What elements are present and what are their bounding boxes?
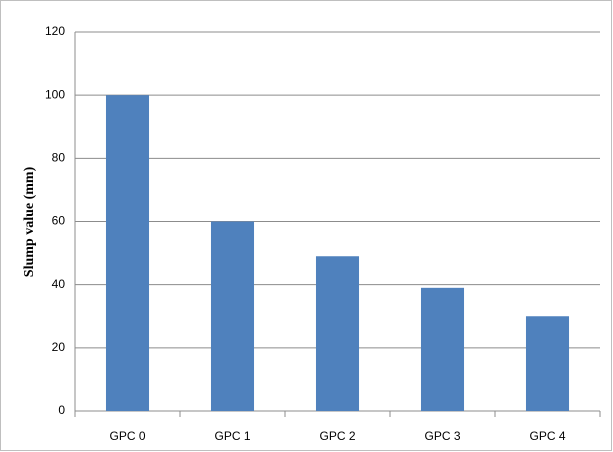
y-tick-label: 20 [52,340,66,354]
bar [210,221,255,411]
y-tick-label: 0 [58,403,65,417]
x-tick-label: GPC 1 [214,429,250,443]
x-tick-label: GPC 0 [109,429,145,443]
bar [105,95,150,412]
bar [420,287,465,411]
y-tick-label: 120 [45,24,65,38]
bar [315,256,360,411]
y-tick-label: 80 [52,151,66,165]
y-tick-label: 40 [52,277,66,291]
y-tick-label: 60 [52,214,66,228]
bar [525,316,570,411]
x-tick-label: GPC 3 [424,429,460,443]
y-tick-label: 100 [45,87,65,101]
y-axis-label: Slump value (mm) [22,166,37,277]
x-tick-label: GPC 2 [319,429,355,443]
x-tick-label: GPC 4 [529,429,565,443]
